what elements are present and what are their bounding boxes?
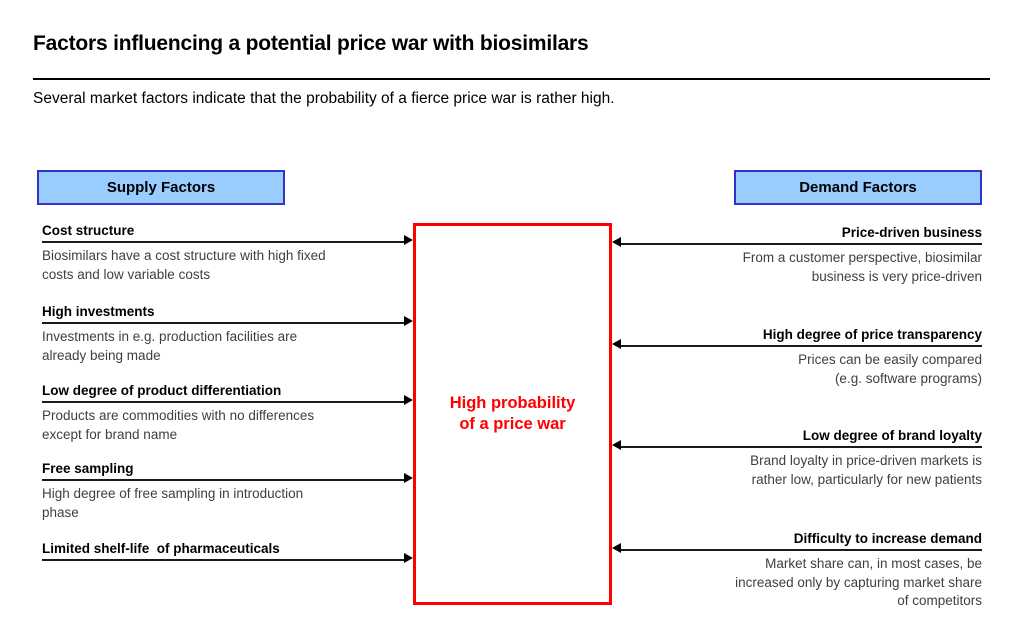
factor-title: Limited shelf-life of pharmaceuticals — [42, 541, 413, 563]
factor-item-price-driven-business: Price-driven business From a customer pe… — [612, 225, 982, 286]
factor-item-price-transparency: High degree of price transparency Prices… — [612, 327, 982, 388]
factor-item-product-differentiation: Low degree of product differentiation Pr… — [42, 383, 413, 444]
factor-title: Cost structure — [42, 223, 413, 245]
factor-item-increase-demand: Difficulty to increase demand Market sha… — [612, 531, 982, 611]
page-subtitle: Several market factors indicate that the… — [33, 90, 615, 107]
left-arrow-icon — [612, 237, 621, 247]
factor-description: Products are commodities with no differe… — [42, 408, 315, 442]
title-divider — [33, 78, 990, 80]
supply-factors-header: Supply Factors — [37, 170, 285, 205]
supply-factors-header-label: Supply Factors — [106, 179, 216, 196]
factor-description: High degree of free sampling in introduc… — [42, 486, 304, 520]
page-title: Factors influencing a potential price wa… — [33, 32, 589, 55]
left-arrow-icon — [612, 543, 621, 553]
factor-description: From a customer perspective, biosimilar … — [742, 250, 982, 284]
factor-title: Low degree of brand loyalty — [612, 428, 982, 450]
factor-item-free-sampling: Free sampling High degree of free sampli… — [42, 461, 413, 522]
demand-factors-header: Demand Factors — [734, 170, 982, 205]
right-arrow-icon — [404, 473, 413, 483]
right-arrow-icon — [404, 316, 413, 326]
factor-title: Free sampling — [42, 461, 413, 483]
factor-item-limited-shelf-life: Limited shelf-life of pharmaceuticals — [42, 541, 413, 565]
factor-description: Market share can, in most cases, be incr… — [735, 556, 982, 608]
factor-title: Price-driven business — [612, 225, 982, 247]
factor-title: Difficulty to increase demand — [612, 531, 982, 553]
right-arrow-icon — [404, 553, 413, 563]
factor-description: Brand loyalty in price-driven markets is… — [750, 453, 982, 487]
factor-item-brand-loyalty: Low degree of brand loyalty Brand loyalt… — [612, 428, 982, 489]
factor-description: Prices can be easily compared (e.g. soft… — [798, 352, 982, 386]
demand-factors-header-label: Demand Factors — [799, 179, 917, 196]
factor-description: Investments in e.g. production facilitie… — [42, 329, 298, 363]
center-box-label: High probability of a price war — [449, 394, 576, 433]
right-arrow-icon — [404, 395, 413, 405]
left-arrow-icon — [612, 339, 621, 349]
right-arrow-icon — [404, 235, 413, 245]
factor-title: High degree of price transparency — [612, 327, 982, 349]
center-box: High probability of a price war — [413, 223, 612, 605]
factor-description: Biosimilars have a cost structure with h… — [42, 248, 326, 282]
factor-item-high-investments: High investments Investments in e.g. pro… — [42, 304, 413, 365]
factor-title: High investments — [42, 304, 413, 326]
factor-item-cost-structure: Cost structure Biosimilars have a cost s… — [42, 223, 413, 284]
left-arrow-icon — [612, 440, 621, 450]
factor-title: Low degree of product differentiation — [42, 383, 413, 405]
